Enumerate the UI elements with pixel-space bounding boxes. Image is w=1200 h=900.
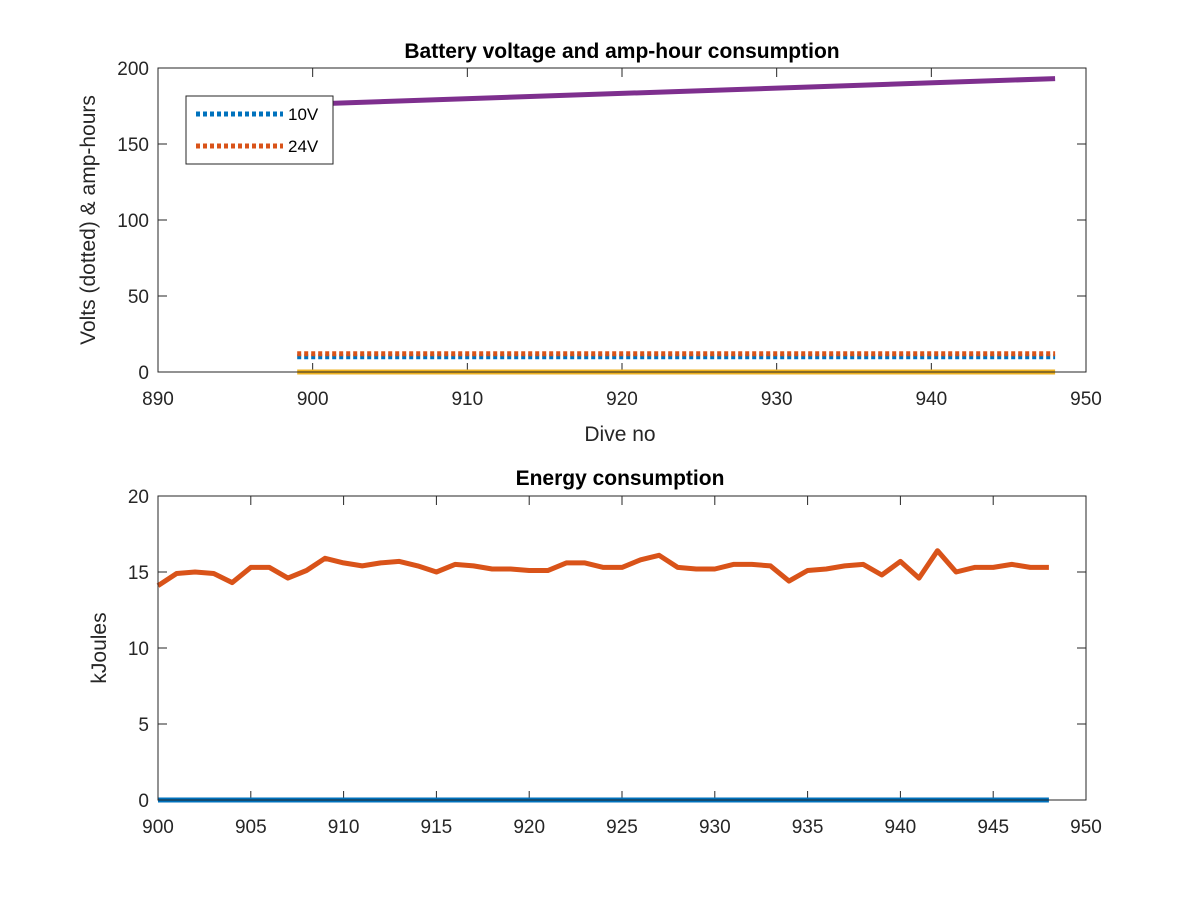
y-tick-label: 50 — [128, 287, 149, 308]
y-tick-label: 100 — [117, 211, 149, 232]
legend-box — [185, 95, 334, 165]
legend-label-24v: 24V — [288, 137, 319, 156]
legend: 10V 24V — [185, 95, 334, 165]
bottom-y-axis-label: kJoules — [88, 612, 111, 683]
y-tick-label: 10 — [128, 639, 149, 660]
x-tick-label: 940 — [885, 817, 917, 838]
x-tick-label: 915 — [421, 817, 453, 838]
bottom-axes-box — [157, 495, 1087, 801]
x-tick-label: 940 — [915, 389, 947, 410]
y-tick-label: 150 — [117, 135, 149, 156]
y-tick-label: 5 — [138, 715, 149, 736]
bottom-plot-area — [158, 496, 1086, 800]
top-chart-title: Battery voltage and amp-hour consumption — [404, 40, 839, 63]
x-tick-label: 930 — [699, 817, 731, 838]
x-tick-label: 910 — [328, 817, 360, 838]
top-subplot: 890 900 910 920 930 940 950 0 50 100 150 200 Batter… — [77, 40, 1102, 446]
bottom-axis-ticks: 900 905 910 915 920 925 930 935 940 945 950 0 5 10 15 2… — [128, 487, 1102, 838]
x-tick-label: 950 — [1070, 389, 1102, 410]
series-line-1-0 — [156, 548, 1049, 588]
x-tick-label: 910 — [451, 389, 483, 410]
x-tick-label: 945 — [977, 817, 1009, 838]
x-tick-label: 905 — [235, 817, 267, 838]
top-axis-ticks: 890 900 910 920 930 940 950 0 50 100 150 200 — [117, 59, 1102, 410]
x-tick-label: 900 — [142, 817, 174, 838]
top-y-axis-label: Volts (dotted) & amp-hours — [77, 95, 100, 345]
top-x-axis-label: Dive no — [584, 423, 655, 446]
x-tick-label: 900 — [297, 389, 329, 410]
bottom-subplot: 900 905 910 915 920 925 930 935 940 945 950 0 5 10 15 2… — [88, 467, 1102, 838]
y-tick-label: 0 — [138, 791, 149, 812]
y-tick-label: 15 — [128, 563, 149, 584]
x-tick-label: 890 — [142, 389, 174, 410]
legend-label-10v: 10V — [288, 105, 319, 124]
x-tick-label: 925 — [606, 817, 638, 838]
x-tick-label: 920 — [606, 389, 638, 410]
y-tick-label: 0 — [138, 363, 149, 384]
x-tick-label: 950 — [1070, 817, 1102, 838]
x-tick-label: 935 — [792, 817, 824, 838]
top-axes-box — [157, 67, 1087, 373]
series-line-0-2 — [297, 76, 1056, 107]
x-tick-label: 920 — [513, 817, 545, 838]
bottom-chart-title: Energy consumption — [516, 467, 725, 490]
x-tick-label: 930 — [761, 389, 793, 410]
y-tick-label: 20 — [128, 487, 149, 508]
y-tick-label: 200 — [117, 59, 149, 80]
